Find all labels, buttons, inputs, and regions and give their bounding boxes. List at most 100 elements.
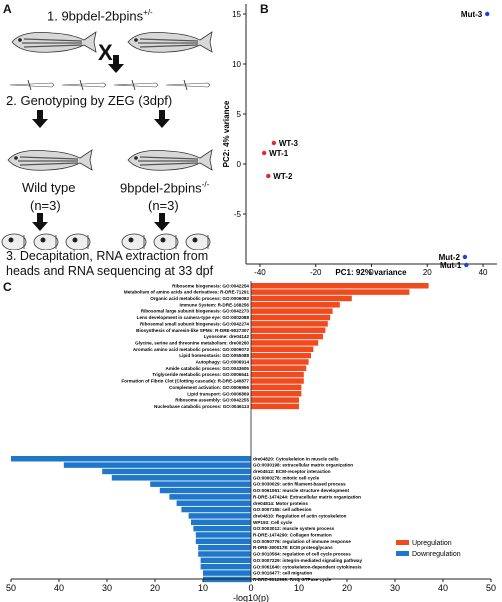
up-bar <box>251 302 340 308</box>
up-bar <box>251 352 311 359</box>
pca-x-tick-label: -20 <box>310 268 322 277</box>
up-bar <box>251 390 302 397</box>
c-x-axis-label: -log10(p) <box>233 593 269 602</box>
pca-point-wt-1 <box>261 150 267 156</box>
up-bar <box>251 384 302 391</box>
up-bar-label: Lipid homeostasis: GO:0055088 <box>179 353 249 358</box>
up-bar-label: Nucleobase catabolic process: GO:0046113 <box>154 404 249 409</box>
c-x-tick-label: 30 <box>390 583 400 593</box>
down-bar <box>11 456 251 462</box>
pca-point-wt-2 <box>266 173 271 179</box>
up-bar <box>251 327 326 333</box>
down-bar <box>102 468 251 475</box>
down-bar-label: R-DRE-1474244: Extracellular matrix orga… <box>253 494 361 499</box>
panel-b-letter: B <box>260 2 269 16</box>
pca-point-wt-3 <box>271 140 277 146</box>
up-bar <box>251 371 304 378</box>
c-x-tick-label: 40 <box>54 583 64 593</box>
down-bar-label: dre04512: ECM-receptor interaction <box>253 469 331 474</box>
down-bar <box>195 532 251 538</box>
pca-point-mut-3 <box>485 11 490 17</box>
down-bar-label: WP193: Cell cycle <box>253 520 293 525</box>
up-bar-label: Biosynthesis of maresin-like SPMs: R-DRE… <box>136 328 249 333</box>
down-bar-label: GO:0061061: muscle structure development <box>253 488 349 493</box>
mut-group-label: 9bpdel-2bpins-/- <box>120 180 210 196</box>
c-x-tick-label: 40 <box>438 583 448 593</box>
down-bar-label: GO:0030029: actin filament-based process <box>253 482 346 487</box>
down-bar <box>111 475 251 481</box>
down-bar-label: dre04810: Regulation of actin cytoskelet… <box>253 513 347 518</box>
up-bar-label: Ribosomal large subunit biogenesis: GO:0… <box>141 309 250 314</box>
step-1-label: 1. 9bpdel-2bpins+/- <box>47 8 153 24</box>
pca-y-tick-label: 15 <box>232 10 241 19</box>
cross-symbol: X <box>98 40 113 65</box>
down-bar-label: GO:0007155: cell adhesion <box>253 507 312 512</box>
down-bar <box>198 544 251 551</box>
down-bar-label: dre04820: Cytoskeleton in muscle cells <box>253 456 339 461</box>
up-bar <box>251 283 429 289</box>
down-bar <box>198 551 251 557</box>
down-bar <box>195 538 251 545</box>
wt-group-label: Wild type <box>22 180 76 195</box>
step-3-line-2: heads and RNA sequencing at 33 dpf <box>6 264 214 278</box>
pca-x-tick-label: 0 <box>369 268 374 277</box>
up-bar <box>251 314 331 321</box>
c-legend: Upregulation Downregulation <box>396 540 461 558</box>
up-bar <box>251 308 333 314</box>
pca-y-tick-label: 0 <box>237 160 242 169</box>
up-bar <box>251 295 352 302</box>
up-bar <box>251 340 319 346</box>
up-bar-label: Formation of Fibrin Clot (Clotting casca… <box>121 379 249 384</box>
c-x-tick-label: 10 <box>294 583 304 593</box>
up-bar <box>251 333 323 340</box>
down-bar-label: GO:0030198: extracellular matrix organiz… <box>253 463 353 468</box>
pca-point-label: WT-1 <box>269 149 289 158</box>
down-bar-label: GO:0007229: integrin-mediated signaling … <box>253 558 362 563</box>
c-x-tick-label: 50 <box>486 583 496 593</box>
up-bar-label: Aromatic amino acid metabolic process: G… <box>133 347 250 352</box>
up-bar-label: Ribosome biogenesis: GO:0042254 <box>172 283 249 288</box>
up-bar <box>251 346 314 352</box>
down-bar <box>63 462 251 468</box>
step-3-line-1: 3. Decapitation, RNA extraction from <box>6 249 209 263</box>
up-bar <box>251 378 304 384</box>
up-bar-label: Lysosome: dre04142 <box>204 334 250 339</box>
panel-a-letter: A <box>3 2 12 16</box>
down-bar-label: GO:0061640: cytoskeleton-dependent cytok… <box>253 564 362 569</box>
up-bar-label: Amide catabolic process: GO:0043605 <box>166 366 250 371</box>
pca-x-tick-label: 40 <box>479 268 488 277</box>
mut-n-label: (n=3) <box>148 198 179 213</box>
up-bar-label: Metabolism of amino acids and derivative… <box>124 290 250 295</box>
legend-down-swatch <box>396 551 409 556</box>
down-bar-label: GO:0050776: regulation of immune respons… <box>253 539 351 544</box>
c-x-tick-label: 0 <box>248 583 253 593</box>
down-bar <box>181 506 251 513</box>
pca-y-axis-label: PC2: 4% variance <box>222 100 231 167</box>
up-bar-label: Organic acid metabolic process: GO:00060… <box>150 296 249 301</box>
legend-up-label: Upregulation <box>412 540 452 547</box>
down-bar-label: R-DRE-3000178: ECM proteoglycans <box>253 545 333 550</box>
up-bar <box>251 359 309 365</box>
panel-c-letter: C <box>3 280 12 294</box>
up-bar-label: Autophagy: GO:0006914 <box>196 360 250 365</box>
c-x-tick-label: 20 <box>342 583 352 593</box>
pca-y-tick-label: 5 <box>237 110 242 119</box>
up-bar <box>251 365 307 372</box>
pca-point-label: Mut-2 <box>439 253 461 262</box>
c-x-tick-label: 10 <box>198 583 208 593</box>
down-bar <box>203 570 251 576</box>
up-bar <box>251 321 328 327</box>
pca-point-label: WT-2 <box>273 172 293 181</box>
down-bar-label: GO:0016477: cell migration <box>253 571 312 576</box>
pca-point-label: Mut-3 <box>461 10 483 19</box>
up-bar <box>251 397 299 403</box>
pca-point-label: Mut-1 <box>440 261 462 270</box>
up-bar-label: Lipid transport: GO:0006869 <box>187 391 249 396</box>
up-bar-label: Ribosomal small subunit biogenesis: GO:0… <box>140 321 249 326</box>
pca-point-mut-2 <box>462 254 468 260</box>
down-bar <box>188 513 251 519</box>
c-x-tick-label: 50 <box>6 583 16 593</box>
c-x-tick-label: 20 <box>150 583 160 593</box>
